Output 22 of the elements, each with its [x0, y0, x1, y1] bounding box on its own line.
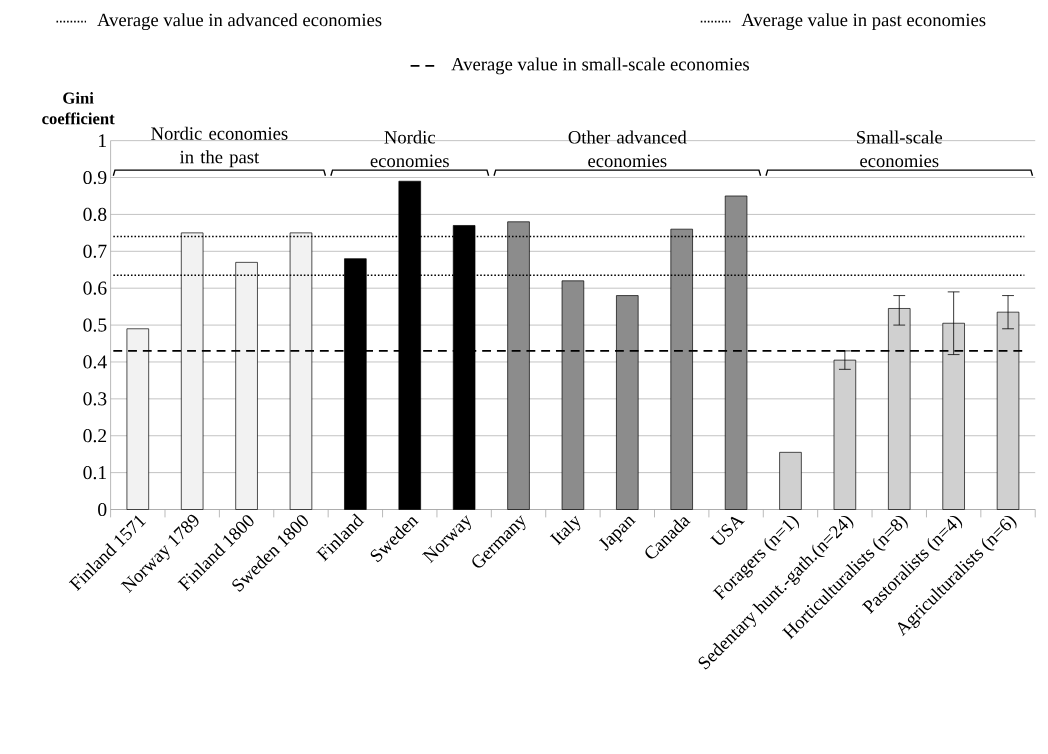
y-tick-label: 0.8 [83, 207, 107, 221]
y-tick-label: 0.1 [83, 465, 106, 480]
x-tick-label: Italy [549, 515, 581, 546]
y-tick-label: 0.9 [83, 170, 107, 184]
y-tick-label: 0.3 [83, 391, 107, 406]
annotation: Nordic economies [370, 130, 449, 167]
legend-label: Average value in past economies [741, 12, 986, 30]
bar [779, 451, 802, 510]
y-tick-label: 0.7 [83, 244, 107, 258]
y-tick-label: 1 [99, 133, 106, 147]
y-tick-label: 0.6 [83, 281, 107, 295]
y-tick-label: 0.2 [83, 428, 107, 443]
annotation: Nordic economies in the past [151, 126, 288, 167]
x-tick-label: USA [710, 516, 745, 545]
y-tick-label: 0.5 [83, 318, 107, 332]
annotation: Small-scale economies [857, 130, 943, 167]
legend-label: Average value in advanced economies [97, 12, 382, 30]
y-tick-label: 0.4 [83, 355, 107, 369]
y-axis-title: Gini coefficient [42, 91, 115, 125]
legend-label: Average value in small-scale economies [451, 57, 749, 75]
annotation: Other advanced economies [568, 130, 687, 167]
y-tick-label: 0 [98, 502, 107, 516]
